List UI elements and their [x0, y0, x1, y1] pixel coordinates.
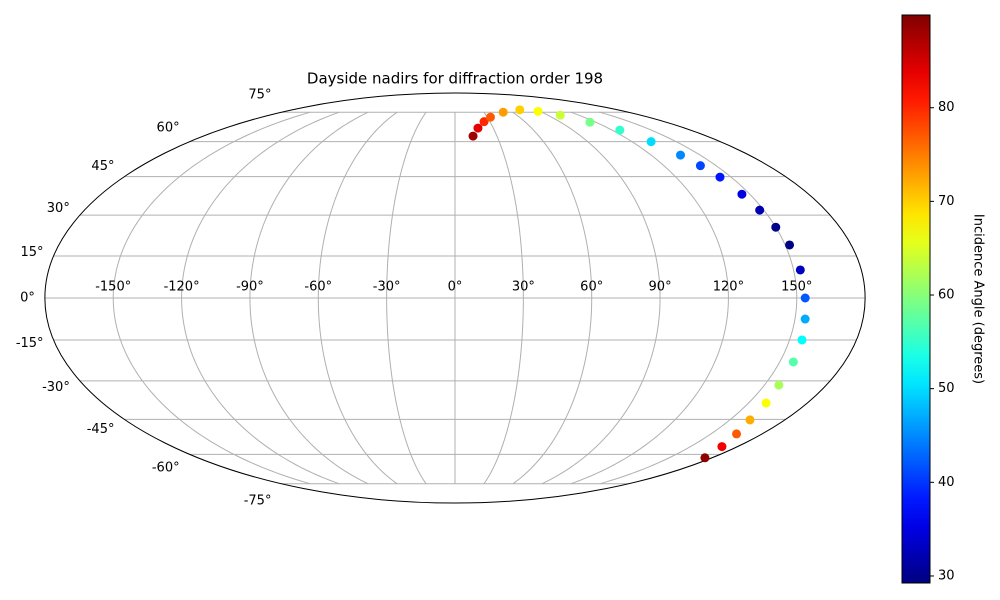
x-tick-label: -60° — [304, 280, 332, 295]
x-tick-label: -30° — [373, 280, 401, 295]
colorbar-label: Incidence Angle (degrees) — [971, 214, 986, 384]
y-tick-label: -60° — [152, 460, 180, 475]
data-point — [485, 112, 495, 122]
grid-line — [386, 111, 427, 485]
data-point — [533, 106, 543, 116]
chart-title: Dayside nadirs for diffraction order 198 — [307, 70, 603, 88]
y-tick-label: -75° — [244, 493, 272, 508]
grid-line — [249, 111, 369, 485]
grid-line — [483, 111, 524, 485]
data-point — [615, 125, 625, 135]
y-tick-label: 15° — [21, 245, 44, 260]
data-point — [797, 335, 807, 345]
map-border — [44, 92, 866, 504]
x-tick-label: 90° — [649, 280, 672, 295]
data-point — [695, 161, 705, 171]
data-point — [515, 105, 525, 115]
data-point — [700, 453, 710, 463]
y-tick-label: 75° — [248, 88, 271, 103]
y-tick-label: -30° — [42, 380, 70, 395]
data-point — [585, 117, 595, 127]
colorbar-tick-label: 60 — [938, 288, 955, 303]
data-point — [676, 150, 686, 160]
data-point — [717, 442, 727, 452]
x-tick-label: -120° — [164, 280, 200, 295]
x-tick-label: -150° — [95, 280, 131, 295]
data-point — [771, 222, 781, 232]
data-point — [755, 205, 765, 215]
data-point — [800, 293, 810, 303]
data-point — [774, 380, 784, 390]
data-point — [785, 240, 795, 250]
colorbar-tick-label: 40 — [938, 475, 955, 490]
grid-line — [599, 111, 798, 485]
y-tick-label: -45° — [87, 422, 115, 437]
y-tick-label: 0° — [20, 291, 35, 306]
x-tick-label: 60° — [580, 280, 603, 295]
grid-line — [512, 111, 593, 485]
data-point — [732, 429, 742, 439]
y-tick-label: -15° — [16, 336, 44, 351]
colorbar-tick-label: 80 — [938, 100, 955, 115]
data-point — [468, 131, 478, 141]
grid-line — [181, 111, 340, 485]
x-tick-label: 120° — [713, 280, 744, 295]
x-tick-label: 30° — [512, 280, 535, 295]
x-tick-label: -90° — [236, 280, 264, 295]
data-point — [479, 117, 489, 127]
data-point — [498, 107, 508, 117]
x-tick-label: 150° — [781, 280, 812, 295]
data-point — [761, 398, 771, 408]
y-tick-label: 60° — [157, 121, 180, 136]
grid-line — [112, 111, 311, 485]
data-point — [737, 189, 747, 199]
data-point — [745, 415, 755, 425]
data-point — [473, 123, 483, 133]
grid-line — [570, 111, 729, 485]
colorbar — [901, 14, 931, 584]
data-point — [555, 110, 565, 120]
data-point — [715, 172, 725, 182]
data-point — [646, 137, 656, 147]
grid-line — [317, 111, 398, 485]
colorbar-tick-label: 30 — [938, 568, 955, 583]
y-tick-label: 45° — [91, 159, 114, 174]
data-point — [800, 314, 810, 324]
y-tick-label: 30° — [47, 201, 70, 216]
grid-line — [541, 111, 661, 485]
colorbar-tick-label: 50 — [938, 381, 955, 396]
data-point — [795, 265, 805, 275]
x-tick-label: 0° — [448, 280, 463, 295]
colorbar-tick-label: 70 — [938, 194, 955, 209]
data-point — [788, 357, 798, 367]
